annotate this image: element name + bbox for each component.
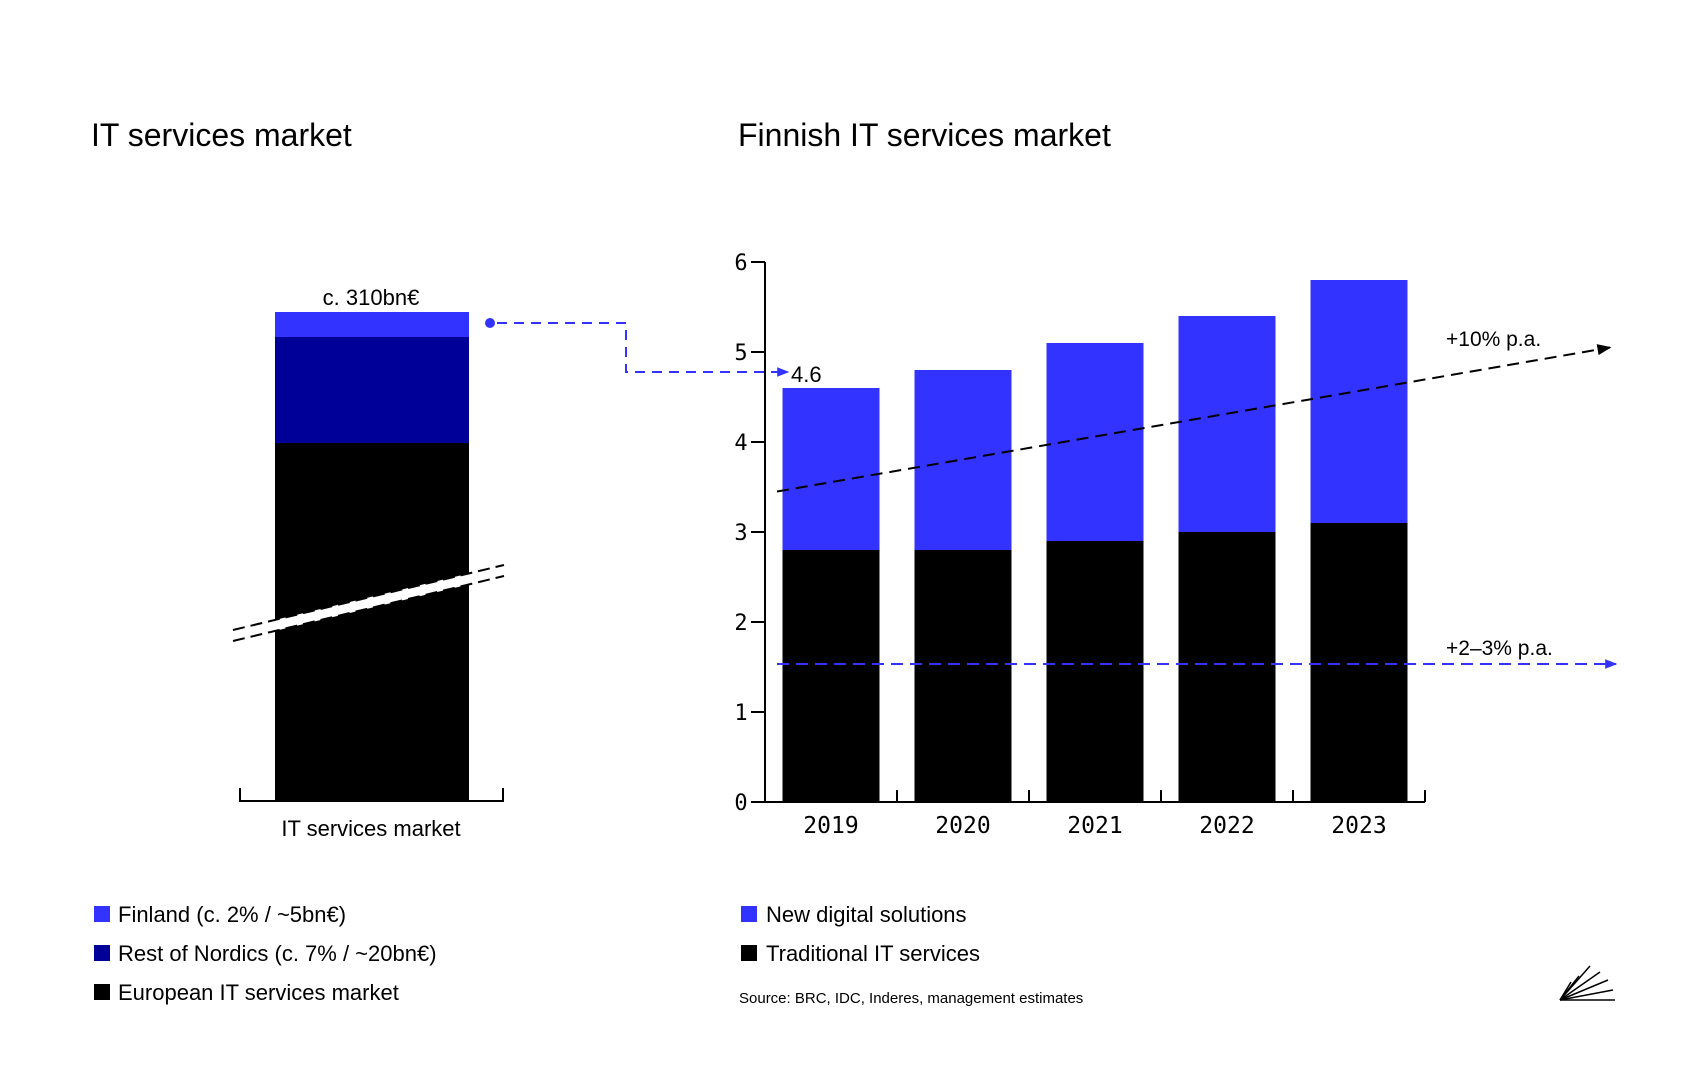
y-tick-label-4: 4: [734, 431, 747, 456]
left-x-axis-label: IT services market: [281, 816, 460, 841]
legend-swatch-traditional: [741, 945, 757, 961]
y-tick-label-1: 1: [734, 701, 747, 726]
bar-new-digital-2022: [1178, 316, 1276, 532]
left-chart-title: IT services market: [91, 117, 352, 153]
x-tick-label-2023: 2023: [1331, 813, 1386, 839]
right-legend: New digital solutions Traditional IT ser…: [741, 902, 980, 966]
y-tick-label-0: 0: [734, 791, 747, 816]
y-tick-label-6: 6: [734, 251, 747, 276]
bar-traditional-2021: [1046, 541, 1144, 802]
bar-new-digital-2020: [914, 370, 1012, 550]
bar-new-digital-2019: [782, 388, 880, 550]
x-tick-label-2022: 2022: [1199, 813, 1254, 839]
finland-connector-arrow: [485, 318, 790, 377]
brand-logo-icon: [1559, 965, 1615, 1001]
bar-traditional-2023: [1310, 523, 1408, 802]
total-label-2019: 4.6: [791, 362, 822, 387]
legend-label-rest-of-nordics: Rest of Nordics (c. 7% / ~20bn€): [118, 941, 437, 966]
legend-swatch-finland: [94, 906, 110, 922]
finnish-market-chart: 0 1 2 3 4 5 6 2019 2020 2021 2022 2023 4.6 +10% p.a. +…: [734, 251, 1618, 839]
legend-swatch-rest-of-nordics: [94, 945, 110, 961]
y-tick-label-2: 2: [734, 611, 747, 636]
legend-label-new-digital: New digital solutions: [766, 902, 967, 927]
axis-break-marker: [232, 564, 505, 642]
bar-traditional-2022: [1178, 532, 1276, 802]
y-tick-label-5: 5: [734, 341, 747, 366]
left-legend: Finland (c. 2% / ~5bn€) Rest of Nordics …: [94, 902, 437, 1005]
legend-swatch-european: [94, 984, 110, 1000]
left-x-axis: [239, 788, 504, 802]
left-stacked-bar: [275, 312, 469, 800]
source-note: Source: BRC, IDC, Inderes, management es…: [739, 990, 1083, 1007]
bar-rest-of-nordics: [275, 336, 469, 443]
bar-traditional-2020: [914, 550, 1012, 802]
x-tick-label-2019: 2019: [803, 813, 858, 839]
bar-traditional-2019: [782, 550, 880, 802]
x-tick-label-2021: 2021: [1067, 813, 1122, 839]
legend-label-traditional: Traditional IT services: [766, 941, 980, 966]
left-bar-total-label: c. 310bn€: [323, 285, 420, 310]
annotation-traditional-growth: +2–3% p.a.: [1446, 637, 1553, 660]
x-tick-label-2020: 2020: [935, 813, 990, 839]
legend-label-finland: Finland (c. 2% / ~5bn€): [118, 902, 346, 927]
bar-new-digital-2023: [1310, 280, 1408, 523]
right-chart-title: Finnish IT services market: [738, 117, 1111, 153]
y-tick-label-3: 3: [734, 521, 747, 546]
annotation-new-digital-growth: +10% p.a.: [1446, 328, 1541, 351]
trend-line-new-digital: [776, 344, 1612, 493]
legend-swatch-new-digital: [741, 906, 757, 922]
bar-finland: [275, 312, 469, 337]
legend-label-european: European IT services market: [118, 980, 399, 1005]
